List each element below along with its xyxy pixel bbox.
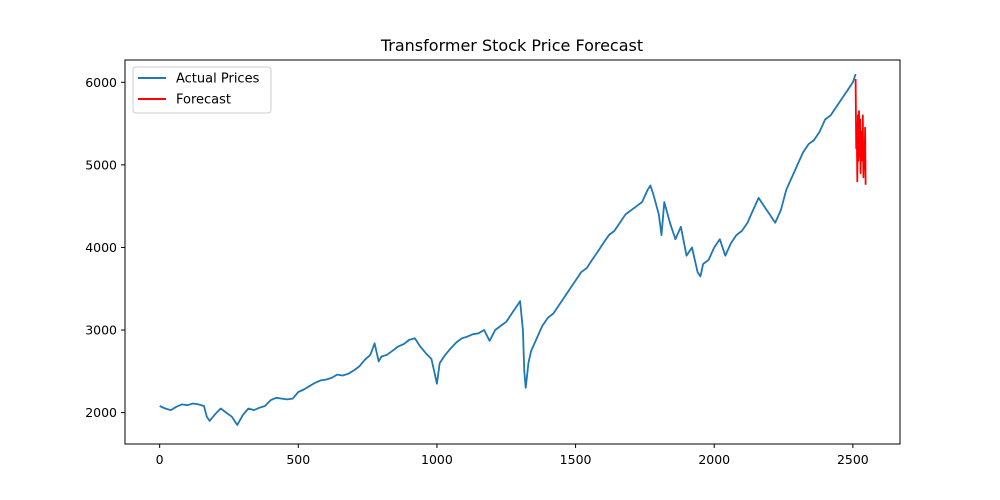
chart-title: Transformer Stock Price Forecast — [380, 36, 643, 55]
x-tick-label: 2000 — [698, 452, 730, 467]
legend-box — [132, 66, 272, 114]
x-tick-label: 0 — [156, 452, 164, 467]
y-tick-label: 4000 — [85, 240, 117, 255]
x-tick-label: 500 — [286, 452, 310, 467]
y-tick-label: 5000 — [85, 157, 117, 172]
series-line-actual-prices — [159, 73, 857, 426]
y-axis: 2000 3000 4000 5000 6000 — [85, 75, 125, 420]
x-axis: 0 500 1000 1500 2000 2500 — [156, 444, 869, 467]
legend-label: Actual Prices — [176, 72, 260, 87]
legend-label: Forecast — [176, 93, 231, 108]
legend: Actual Prices Forecast — [132, 66, 272, 114]
plot-area-frame — [124, 59, 901, 445]
y-tick-label: 2000 — [85, 405, 117, 420]
series-layer — [159, 73, 867, 426]
y-tick-label: 3000 — [85, 323, 117, 338]
series-line-forecast — [854, 78, 867, 185]
x-tick-label: 1500 — [560, 452, 592, 467]
x-tick-label: 1000 — [421, 452, 453, 467]
y-tick-label: 6000 — [85, 75, 117, 90]
x-tick-label: 2500 — [837, 452, 869, 467]
